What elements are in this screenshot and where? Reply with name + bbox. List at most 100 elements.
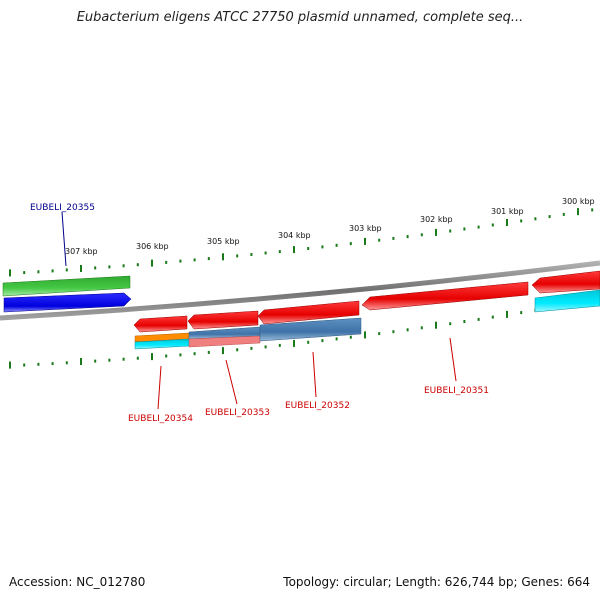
ruler-label-306kbp: 306 kbp — [136, 242, 169, 251]
green-feature[interactable] — [2, 275, 131, 297]
upper-ruler-tick — [9, 269, 11, 277]
upper-ruler-tick — [293, 246, 295, 254]
upper-ruler-tick — [335, 243, 338, 247]
lower-ruler-tick — [23, 363, 26, 367]
gene-eubeli-20351[interactable] — [361, 281, 529, 311]
upper-ruler-tick — [321, 245, 324, 249]
upper-ruler-tick — [250, 253, 253, 256]
upper-ruler-tick — [236, 254, 239, 258]
lower-ruler-tick — [463, 320, 466, 323]
upper-ruler-tick — [65, 268, 68, 272]
lower-ruler-tick — [278, 343, 281, 347]
upper-ruler-tick — [548, 215, 551, 219]
lower-ruler-tick — [364, 331, 366, 339]
upper-ruler-tick — [179, 259, 182, 263]
lower-ruler-tick — [392, 330, 395, 334]
ruler-label-304kbp: 304 kbp — [278, 231, 311, 240]
lower-ruler-tick — [406, 328, 409, 332]
steel-feature-b[interactable] — [259, 317, 362, 342]
lower-ruler-tick — [151, 353, 153, 361]
ruler-label-303kbp: 303 kbp — [349, 224, 382, 233]
upper-ruler-tick — [278, 250, 281, 254]
upper-ruler-tick — [506, 219, 508, 226]
leader-eubeli-20352 — [312, 351, 317, 398]
label-eubeli-20355[interactable]: EUBELI_20355 — [30, 203, 95, 213]
gene-right-edge-red[interactable] — [531, 270, 600, 294]
upper-ruler-tick — [477, 225, 480, 229]
upper-ruler-tick — [193, 258, 196, 262]
lower-ruler-tick — [65, 361, 68, 365]
cyan-feature-right[interactable] — [534, 289, 600, 313]
lower-ruler-tick — [207, 350, 210, 354]
label-eubeli-20353[interactable]: EUBELI_20353 — [205, 408, 270, 418]
ruler-label-300kbp: 300 kbp — [562, 197, 595, 206]
upper-ruler-tick — [23, 271, 26, 275]
gene-eubeli-20354[interactable] — [133, 315, 188, 333]
upper-ruler-tick — [491, 223, 494, 227]
gene-eubeli-20355[interactable] — [3, 292, 132, 313]
lower-ruler-tick — [307, 340, 310, 344]
lower-ruler-tick — [51, 362, 54, 366]
gene-eubeli-20353[interactable] — [187, 310, 259, 330]
upper-ruler-tick — [378, 238, 381, 242]
ruler-labels: 307 kbp 306 kbp 305 kbp 304 kbp 303 kbp … — [65, 197, 595, 256]
pink-feature[interactable] — [188, 335, 261, 348]
upper-ruler-tick — [37, 270, 40, 274]
lower-ruler-tick — [108, 358, 111, 362]
upper-ruler-tick — [136, 263, 139, 267]
lower-ruler-tick — [165, 354, 168, 358]
accession-text: Accession: NC_012780 — [9, 575, 146, 589]
lower-ruler-tick — [293, 339, 295, 347]
lower-ruler-tick — [435, 321, 437, 329]
upper-ruler-tick — [364, 237, 366, 245]
upper-ruler-tick — [94, 266, 97, 270]
lower-ruler-tick — [420, 326, 423, 330]
lower-ruler-tick — [491, 315, 494, 319]
upper-ruler-tick — [435, 228, 437, 236]
leader-eubeli-20354 — [157, 365, 162, 410]
upper-ruler-tick — [222, 253, 224, 261]
lower-ruler-tick — [321, 339, 324, 343]
lower-ruler-tick — [236, 348, 239, 352]
lower-ruler-tick — [179, 353, 182, 357]
lower-ruler-tick — [449, 322, 452, 326]
label-eubeli-20352[interactable]: EUBELI_20352 — [285, 401, 350, 411]
leader-eubeli-20351 — [449, 337, 457, 382]
leader-eubeli-20355 — [61, 211, 67, 267]
upper-ruler-tick — [165, 260, 168, 264]
upper-ruler-tick — [207, 257, 210, 261]
map-title: Eubacterium eligens ATCC 27750 plasmid u… — [76, 10, 524, 25]
upper-ruler-tick — [108, 265, 111, 269]
upper-ruler-tick — [449, 229, 452, 233]
upper-ruler-tick — [151, 259, 153, 267]
lower-ruler-tick — [264, 345, 267, 349]
upper-ruler-tick — [80, 265, 82, 272]
leader-eubeli-20353 — [225, 359, 238, 405]
lower-ruler-tick — [335, 337, 338, 341]
upper-ruler — [9, 208, 594, 277]
genome-backbone — [0, 260, 600, 321]
upper-ruler-tick — [349, 242, 352, 246]
upper-ruler-tick — [520, 219, 523, 223]
lower-ruler-tick — [122, 357, 125, 361]
ruler-label-302kbp: 302 kbp — [420, 215, 453, 224]
lower-ruler-tick — [136, 356, 139, 360]
ruler-label-301kbp: 301 kbp — [491, 207, 524, 216]
lower-ruler-tick — [80, 358, 82, 365]
ruler-label-307kbp: 307 kbp — [65, 247, 98, 256]
upper-ruler-tick — [591, 208, 594, 212]
lower-ruler-tick — [378, 332, 381, 336]
genome-summary-text: Topology: circular; Length: 626,744 bp; … — [283, 575, 590, 589]
lower-ruler-tick — [520, 311, 523, 315]
label-eubeli-20354[interactable]: EUBELI_20354 — [128, 414, 193, 424]
gene-eubeli-20352[interactable] — [257, 300, 360, 325]
upper-ruler-tick — [51, 269, 54, 273]
label-eubeli-20351[interactable]: EUBELI_20351 — [424, 386, 489, 396]
lower-ruler-tick — [9, 361, 11, 369]
ruler-label-305kbp: 305 kbp — [207, 237, 240, 246]
lower-ruler-tick — [349, 335, 352, 339]
upper-ruler-tick — [122, 264, 125, 268]
lower-ruler-tick — [37, 362, 40, 366]
upper-ruler-tick — [392, 236, 395, 240]
